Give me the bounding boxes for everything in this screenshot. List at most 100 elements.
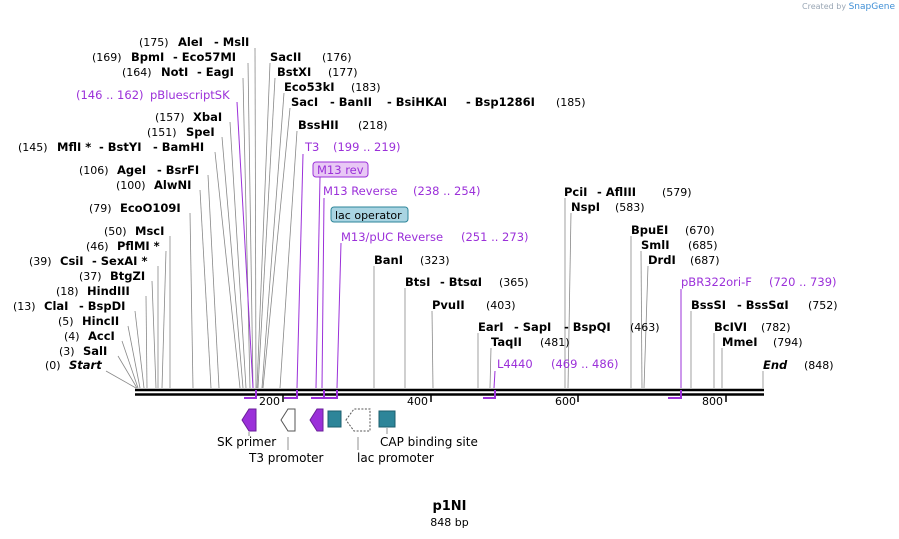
site-name: - EagI bbox=[197, 65, 234, 79]
site-name: Eco53kI bbox=[284, 80, 335, 94]
site-pos: (0) bbox=[45, 359, 61, 372]
site-pos: (145) bbox=[18, 141, 48, 154]
site-pos: (46) bbox=[86, 240, 109, 253]
feature-label: CAP binding site bbox=[380, 435, 478, 449]
site-name: NotI bbox=[161, 65, 188, 79]
site-name: HindIII bbox=[87, 284, 130, 298]
primer-range: (251 .. 273) bbox=[461, 230, 529, 244]
feature-label: T3 promoter bbox=[248, 451, 324, 465]
site-name: - AflIII bbox=[597, 185, 636, 199]
feature-label: SK primer bbox=[217, 435, 276, 449]
site-name: BssSI bbox=[691, 298, 726, 312]
t3-promoter-arrow-icon bbox=[280, 408, 296, 432]
primer-name: L4440 bbox=[497, 357, 533, 371]
feature-label: lac promoter bbox=[357, 451, 434, 465]
site-pos: (18) bbox=[56, 285, 79, 298]
site-name: - Eco57MI bbox=[173, 50, 236, 64]
site-name: End bbox=[763, 358, 788, 372]
site-pos: (169) bbox=[92, 51, 122, 64]
site-name: - BsrFI bbox=[157, 163, 199, 177]
site-name: SalI bbox=[83, 344, 107, 358]
lac-operator-block-icon bbox=[327, 410, 342, 428]
site-name: PciI bbox=[564, 185, 587, 199]
site-name: - Bsp1286I bbox=[466, 95, 535, 109]
tick-label: 400 bbox=[407, 395, 428, 408]
site-name: - BanII bbox=[330, 95, 372, 109]
tick-label: 800 bbox=[702, 395, 723, 408]
site-name: SacI bbox=[291, 95, 318, 109]
site-name: - BstYI bbox=[99, 140, 142, 154]
site-pos: (403) bbox=[486, 299, 516, 312]
site-name: MflI * bbox=[57, 140, 91, 154]
cut-site-lines bbox=[105, 47, 764, 389]
cap-binding-site-block-icon bbox=[378, 410, 396, 428]
site-pos: (79) bbox=[89, 202, 112, 215]
lac-operator-box bbox=[330, 206, 409, 223]
site-name: TaqII bbox=[491, 335, 522, 349]
tick-label: 600 bbox=[555, 395, 576, 408]
scale-ticks: 200 400 600 800 bbox=[259, 395, 727, 408]
site-name: BstXI bbox=[277, 65, 311, 79]
site-pos: (365) bbox=[499, 276, 529, 289]
m13-rev-box bbox=[312, 161, 369, 178]
feature-label: lac operator bbox=[335, 209, 402, 222]
site-name: BtgZI bbox=[110, 269, 145, 283]
site-name: - BssSαI bbox=[737, 298, 789, 312]
site-name: - MslI bbox=[214, 35, 249, 49]
site-pos: (583) bbox=[615, 201, 645, 214]
site-pos: (481) bbox=[540, 336, 570, 349]
site-name: Start bbox=[69, 358, 102, 372]
sk-primer-arrow-icon bbox=[241, 408, 257, 432]
left-site-labels: (175) AleI - MslI (169) BpmI - Eco57MI (… bbox=[13, 35, 249, 372]
feature-track: SK primer T3 promoter lac promoter CAP b… bbox=[217, 408, 478, 465]
m13-rev-arrow-icon bbox=[309, 408, 324, 432]
site-name: BcIVI bbox=[714, 320, 747, 334]
primer-name: pBR322ori-F bbox=[681, 275, 752, 289]
site-name: MmeI bbox=[722, 335, 758, 349]
site-pos: (39) bbox=[29, 255, 52, 268]
site-pos: (185) bbox=[556, 96, 586, 109]
snapgene-credit: Created by SnapGene bbox=[802, 2, 895, 12]
site-pos: (151) bbox=[147, 126, 177, 139]
site-name: BpmI bbox=[131, 50, 164, 64]
primer-binding-marks bbox=[244, 390, 682, 399]
site-pos: (685) bbox=[688, 239, 718, 252]
site-pos: (848) bbox=[804, 359, 834, 372]
site-name: BtsI bbox=[405, 275, 430, 289]
primer-name: M13 Reverse bbox=[323, 184, 397, 198]
site-pos: (106) bbox=[79, 164, 109, 177]
site-name: AleI bbox=[178, 35, 203, 49]
site-pos: (50) bbox=[104, 225, 127, 238]
site-name: EarI bbox=[478, 320, 504, 334]
site-name: - BtsαI bbox=[440, 275, 482, 289]
site-pos: (157) bbox=[155, 111, 185, 124]
site-pos: (5) bbox=[58, 315, 74, 328]
site-pos: (687) bbox=[690, 254, 720, 267]
site-name: AlwNI bbox=[154, 178, 191, 192]
site-name: SmlI bbox=[641, 238, 670, 252]
tick-label: 200 bbox=[259, 395, 280, 408]
map-title: p1NI bbox=[432, 499, 467, 514]
primer-range: (146 .. 162) bbox=[76, 88, 144, 102]
site-name: SacII bbox=[270, 50, 301, 64]
site-pos: (37) bbox=[79, 270, 102, 283]
site-name: BpuEI bbox=[631, 223, 668, 237]
site-pos: (218) bbox=[358, 119, 388, 132]
site-name: - SapI bbox=[514, 320, 551, 334]
site-pos: (752) bbox=[808, 299, 838, 312]
site-pos: (3) bbox=[59, 345, 75, 358]
site-pos: (13) bbox=[13, 300, 36, 313]
primer-name: M13 rev bbox=[317, 163, 364, 177]
site-name: - SexAI * bbox=[92, 254, 147, 268]
site-pos: (670) bbox=[685, 224, 715, 237]
site-name: AccI bbox=[88, 329, 115, 343]
site-name: - BspQI bbox=[564, 320, 611, 334]
site-pos: (794) bbox=[773, 336, 803, 349]
primer-range: (199 .. 219) bbox=[333, 140, 401, 154]
site-pos: (4) bbox=[64, 330, 80, 343]
primer-name: pBluescriptSK bbox=[150, 88, 230, 102]
site-pos: (782) bbox=[761, 321, 791, 334]
site-name: BanI bbox=[374, 253, 403, 267]
site-pos: (175) bbox=[139, 36, 169, 49]
